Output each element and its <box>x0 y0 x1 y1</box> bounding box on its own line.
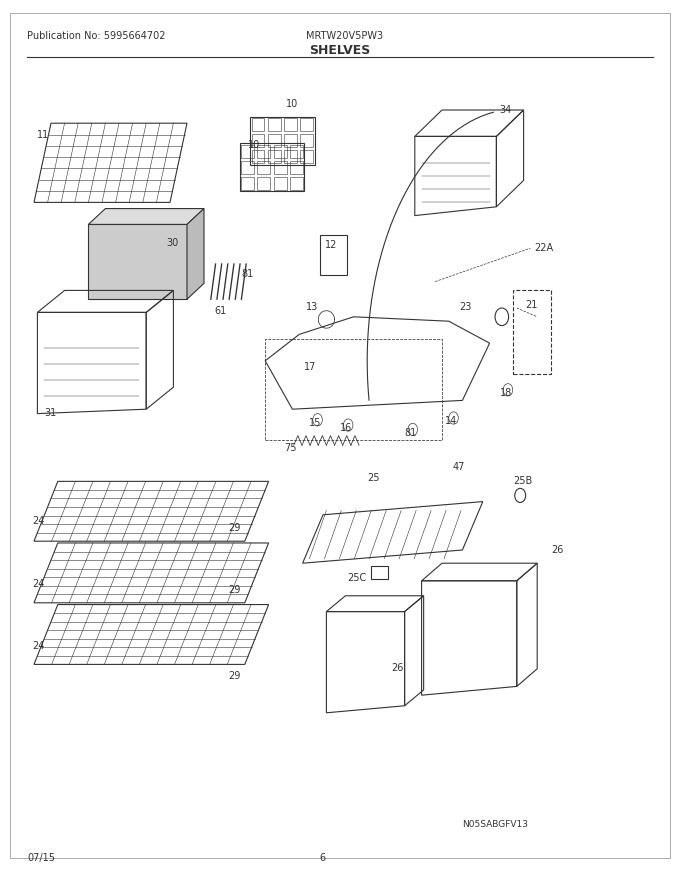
Text: 81: 81 <box>405 428 417 437</box>
Text: 10: 10 <box>248 140 260 150</box>
Text: 25C: 25C <box>347 573 366 583</box>
Text: SHELVES: SHELVES <box>309 44 371 57</box>
Text: 29: 29 <box>228 671 240 681</box>
Text: 24: 24 <box>33 641 45 650</box>
Text: 47: 47 <box>452 462 464 472</box>
Text: MRTW20V5PW3: MRTW20V5PW3 <box>306 31 383 40</box>
Text: 26: 26 <box>391 664 403 673</box>
Text: 61: 61 <box>214 306 226 316</box>
Bar <box>88 224 187 299</box>
Text: 18: 18 <box>500 388 512 398</box>
Text: 30: 30 <box>167 238 179 248</box>
Text: 29: 29 <box>228 585 240 595</box>
Text: 14: 14 <box>445 416 458 426</box>
Bar <box>371 566 388 579</box>
Text: 22A: 22A <box>534 243 553 253</box>
Text: 21: 21 <box>526 300 538 310</box>
Text: 13: 13 <box>306 302 318 312</box>
Text: 29: 29 <box>228 523 240 532</box>
Text: 07/15: 07/15 <box>27 853 55 862</box>
Text: 31: 31 <box>44 408 56 418</box>
Text: 15: 15 <box>309 418 322 428</box>
Text: 12: 12 <box>325 240 337 250</box>
Text: 17: 17 <box>304 362 316 371</box>
Polygon shape <box>88 209 204 224</box>
Text: 25: 25 <box>367 473 379 483</box>
Text: 34: 34 <box>500 105 512 114</box>
Text: 16: 16 <box>340 423 352 433</box>
Text: 23: 23 <box>459 302 471 312</box>
Text: 10: 10 <box>286 99 298 109</box>
Text: 81: 81 <box>241 269 254 279</box>
Text: 24: 24 <box>33 579 45 589</box>
Text: Publication No: 5995664702: Publication No: 5995664702 <box>27 31 166 40</box>
Bar <box>513 290 551 374</box>
Text: 11: 11 <box>37 130 50 140</box>
Text: 6: 6 <box>320 853 326 862</box>
Text: 75: 75 <box>284 443 296 452</box>
Text: 25B: 25B <box>513 476 532 486</box>
Text: 26: 26 <box>551 545 563 554</box>
Text: 24: 24 <box>33 516 45 525</box>
Text: N05SABGFV13: N05SABGFV13 <box>462 820 528 829</box>
Polygon shape <box>187 209 204 299</box>
Bar <box>265 339 442 440</box>
